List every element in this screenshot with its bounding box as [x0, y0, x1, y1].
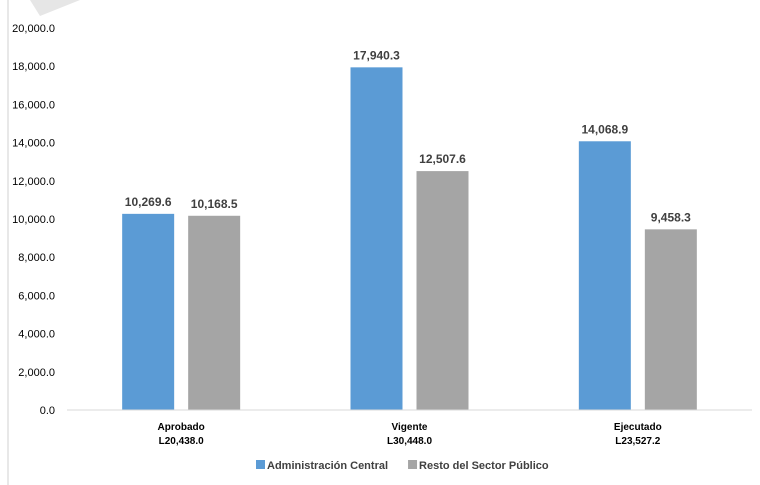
legend-entry: Administración Central [267, 460, 388, 472]
legend-swatch [256, 460, 265, 469]
x-tick-label: L23,527.2 [615, 436, 660, 447]
bar [122, 213, 175, 410]
legend: Administración Central Resto del Sector P… [256, 460, 549, 472]
y-tick-label: 4,000.0 [18, 329, 55, 341]
legend-swatch [408, 460, 418, 469]
y-tick-label: 10,000.0 [12, 214, 55, 226]
x-axis: Aprobado L20,438.0 Vigente L30,448.0 Ejecuta… [67, 409, 752, 447]
y-tick-label: 6,000.0 [18, 290, 55, 302]
y-axis: 0.0 2,000.0 4,000.0 6,000.0 8,000.0 10,000.0 1… [12, 23, 55, 417]
x-tick-label: Aprobado [158, 422, 205, 433]
y-tick-label: 16,000.0 [12, 99, 55, 111]
data-label: 17,940.3 [353, 48, 400, 62]
data-label: 9,458.3 [651, 210, 691, 224]
y-tick-label: 12,000.0 [12, 176, 55, 188]
data-label: 10,269.6 [125, 195, 172, 209]
data-label: 10,168.5 [191, 197, 238, 211]
bar [416, 171, 469, 410]
y-tick-label: 2,000.0 [18, 367, 55, 379]
bars: 10,269.6 10,168.5 17,940.3 12,507.6 14,068.9… [122, 48, 697, 411]
data-label: 12,507.6 [419, 152, 466, 166]
chart-frame [7, 0, 80, 485]
x-tick-label: Vigente [392, 422, 428, 433]
y-tick-label: 0.0 [40, 405, 55, 417]
y-tick-label: 18,000.0 [12, 61, 55, 73]
x-tick-label: L30,448.0 [387, 436, 432, 447]
y-tick-label: 8,000.0 [18, 252, 55, 264]
x-tick-label: Ejecutado [614, 422, 662, 433]
x-tick-label: L20,438.0 [159, 436, 204, 447]
bar [188, 215, 241, 410]
data-label: 14,068.9 [581, 122, 628, 136]
y-tick-label: 14,000.0 [12, 138, 55, 150]
y-tick-label: 20,000.0 [12, 23, 55, 35]
bar [350, 67, 403, 410]
bar [578, 141, 631, 411]
legend-entry: Resto del Sector Público [419, 460, 549, 472]
bar [644, 229, 697, 410]
